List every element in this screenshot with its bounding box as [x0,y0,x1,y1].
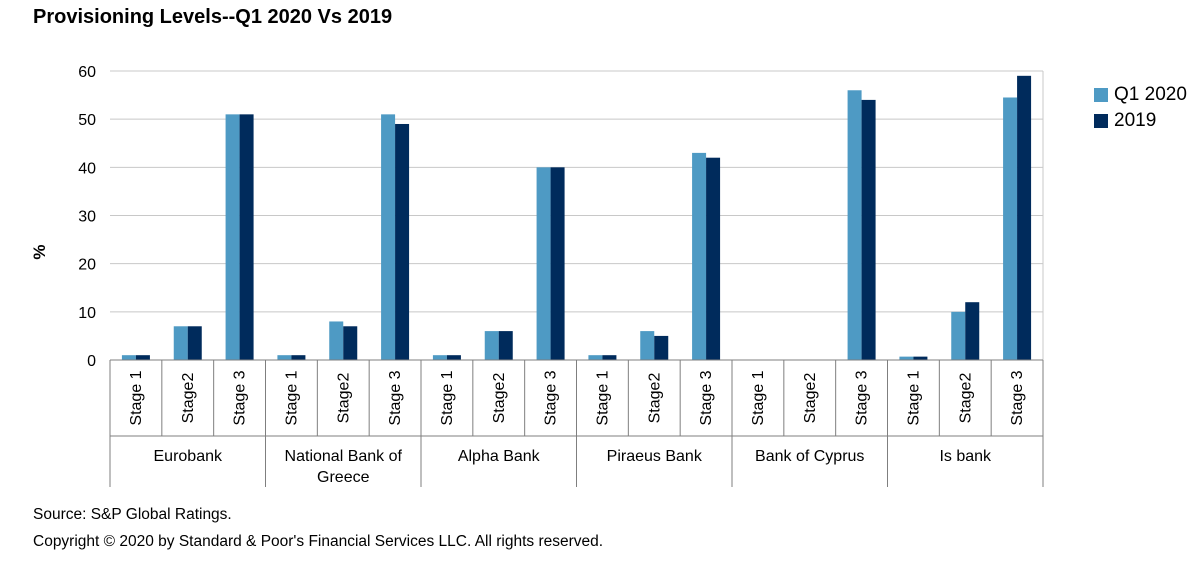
y-tick-label: 10 [78,305,96,322]
chart-legend: Q1 2020 2019 [1094,82,1187,134]
legend-item-2019: 2019 [1094,108,1187,134]
category-label: Stage2 [491,373,508,424]
bar-2019 [550,167,565,360]
bar-2019 [913,356,928,360]
y-tick-label: 0 [87,353,96,370]
category-label: Stage 3 [854,370,871,425]
category-label: Stage2 [180,373,197,424]
copyright-note: Copyright © 2020 by Standard & Poor's Fi… [33,533,604,550]
bar-q1-2020 [484,331,499,360]
category-label: Stage 1 [128,370,145,425]
bar-q1-2020 [432,355,447,360]
legend-swatch-2019 [1094,114,1108,128]
bar-q1-2020 [640,331,655,360]
y-tick-label: 20 [78,257,96,274]
bar-q1-2020 [329,321,344,360]
category-label: Stage 3 [387,370,404,425]
y-tick-label: 40 [78,160,96,177]
y-tick-label: 60 [78,64,96,81]
category-label: Stage 3 [543,370,560,425]
source-note: Source: S&P Global Ratings. [33,506,232,523]
bar-2019 [291,355,306,360]
y-tick-label: 30 [78,209,96,226]
category-label: Stage 3 [1009,370,1026,425]
category-label: Stage 1 [283,370,300,425]
category-label: Stage2 [957,373,974,424]
bar-q1-2020 [121,355,136,360]
bar-q1-2020 [1003,97,1018,360]
bar-2019 [498,331,513,360]
bar-2019 [706,157,721,360]
bar-q1-2020 [536,167,551,360]
bar-2019 [602,355,617,360]
legend-swatch-q1-2020 [1094,88,1108,102]
category-label: Stage 3 [232,370,249,425]
bar-2019 [135,355,150,360]
category-label: Stage2 [646,373,663,424]
bar-q1-2020 [588,355,603,360]
category-label: Stage2 [802,373,819,424]
bar-q1-2020 [899,356,914,360]
category-label: Stage 1 [439,370,456,425]
bar-2019 [395,123,410,360]
group-label: Is bank [939,448,992,465]
category-label: Stage 1 [905,370,922,425]
bar-2019 [239,114,254,360]
group-label: Piraeus Bank [607,448,703,465]
group-label: Bank of Cyprus [755,448,864,465]
category-label: Stage 1 [594,370,611,425]
bar-q1-2020 [847,90,862,361]
bar-q1-2020 [277,355,292,360]
bar-q1-2020 [173,326,188,360]
bar-2019 [343,326,358,360]
bar-2019 [1017,75,1032,361]
bar-2019 [446,355,461,360]
category-label: Stage 3 [698,370,715,425]
bar-2019 [965,302,980,360]
group-label: Eurobank [154,448,223,465]
bar-2019 [187,326,202,360]
bar-q1-2020 [951,311,966,360]
legend-item-q1-2020: Q1 2020 [1094,82,1187,108]
group-label: Alpha Bank [458,448,541,465]
chart-title: Provisioning Levels--Q1 2020 Vs 2019 [33,6,393,28]
bar-q1-2020 [225,114,240,360]
legend-label: 2019 [1114,110,1157,131]
bar-2019 [861,99,876,361]
bar-q1-2020 [381,114,396,360]
y-axis-label: % [30,244,49,259]
category-label: Stage 1 [750,370,767,425]
group-label: National Bank of Greece [285,448,403,486]
legend-label: Q1 2020 [1114,84,1187,105]
bar-2019 [654,335,669,360]
y-tick-label: 50 [78,112,96,129]
category-label: Stage2 [335,373,352,424]
bar-q1-2020 [692,152,707,360]
